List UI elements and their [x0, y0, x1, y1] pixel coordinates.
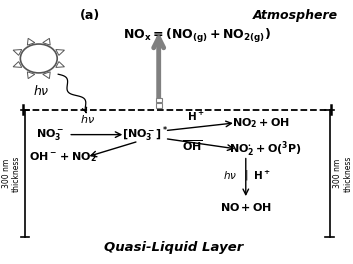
- Text: $\mathbf{\overline{OH}}$: $\mathbf{\overline{OH}}$: [182, 139, 203, 153]
- Text: Atmosphere: Atmosphere: [253, 8, 338, 22]
- Text: $h\nu$: $h\nu$: [80, 114, 95, 125]
- Bar: [156, 98, 162, 102]
- Text: $\mathbf{H^+}$: $\mathbf{H^+}$: [187, 110, 204, 123]
- Text: (a): (a): [80, 8, 100, 22]
- Text: $h\nu$: $h\nu$: [223, 169, 238, 181]
- Text: 300 nm
thickness: 300 nm thickness: [2, 155, 21, 192]
- Text: $\mathbf{OH^- + NO_2}$: $\mathbf{OH^- + NO_2}$: [29, 150, 97, 164]
- Text: $\mathbf{NO + OH}$: $\mathbf{NO + OH}$: [220, 201, 272, 213]
- Text: $|$: $|$: [244, 168, 248, 182]
- Text: $\mathbf{H^+}$: $\mathbf{H^+}$: [253, 169, 271, 182]
- Text: 300 nm
thickness: 300 nm thickness: [333, 155, 353, 192]
- Bar: [156, 103, 162, 108]
- Text: Quasi-Liquid Layer: Quasi-Liquid Layer: [104, 241, 243, 254]
- Text: $\mathbf{NO_x = (NO_{(g)} + NO_{2(g)})}$: $\mathbf{NO_x = (NO_{(g)} + NO_{2(g)})}$: [123, 27, 271, 45]
- Text: $\mathbf{NO_2^{\bullet} + O(^3P)}$: $\mathbf{NO_2^{\bullet} + O(^3P)}$: [229, 139, 302, 159]
- Text: $\mathbf{NO_2 + OH}$: $\mathbf{NO_2 + OH}$: [232, 116, 290, 130]
- Text: $h\nu$: $h\nu$: [33, 84, 50, 98]
- Text: $\mathbf{[NO_3^-]^*}$: $\mathbf{[NO_3^-]^*}$: [122, 125, 168, 144]
- Text: $\mathbf{NO_3^-}$: $\mathbf{NO_3^-}$: [36, 127, 64, 142]
